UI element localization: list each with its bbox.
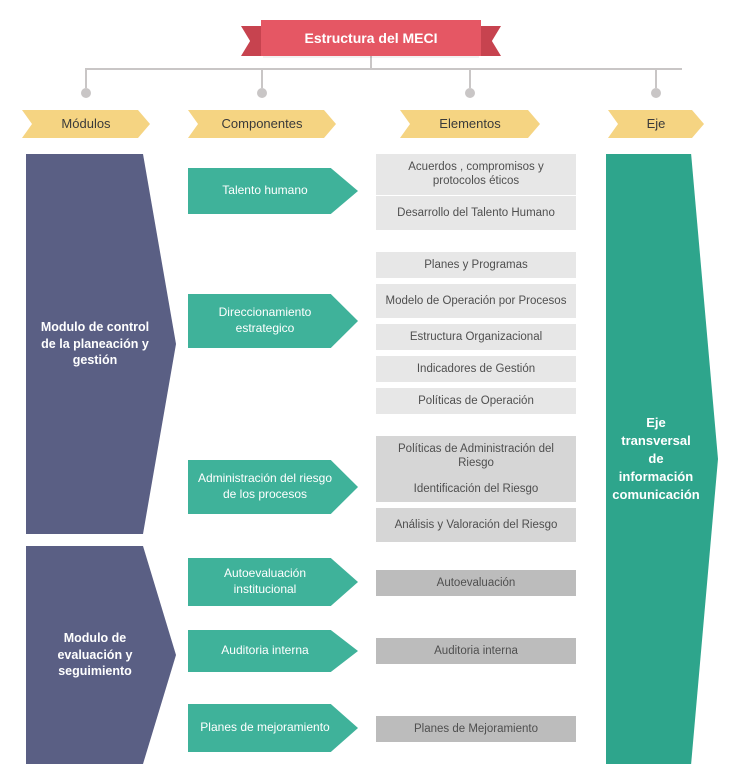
comp-auditoria: Auditoria interna xyxy=(188,630,358,672)
element-box: Estructura Organizacional xyxy=(376,324,576,350)
comp-talento: Talento humano xyxy=(188,168,358,214)
element-box: Indicadores de Gestión xyxy=(376,356,576,382)
element-label: Acuerdos , compromisos y protocolos étic… xyxy=(384,160,568,189)
mod-planeacion: Modulo de control de la planeación y ges… xyxy=(26,154,176,534)
component-label: Talento humano xyxy=(222,183,307,199)
component-label: Autoevaluación institucional xyxy=(196,566,334,597)
connector-node-eje xyxy=(651,68,661,98)
element-label: Auditoria interna xyxy=(434,644,518,658)
element-box: Planes de Mejoramiento xyxy=(376,716,576,742)
element-label: Planes de Mejoramiento xyxy=(414,722,538,736)
connector-bar xyxy=(16,68,726,104)
comp-direccionamiento: Direccionamiento estrategico xyxy=(188,294,358,348)
header-modulos: Módulos xyxy=(22,110,150,138)
connector-node-modulos xyxy=(81,68,91,98)
element-label: Modelo de Operación por Procesos xyxy=(386,294,567,308)
connector-node-componentes xyxy=(257,68,267,98)
comp-planesmej: Planes de mejoramiento xyxy=(188,704,358,752)
element-box: Desarrollo del Talento Humano xyxy=(376,196,576,230)
connector-hline xyxy=(86,68,682,70)
element-box: Análisis y Valoración del Riesgo xyxy=(376,508,576,542)
connector-up-stub xyxy=(370,56,372,68)
header-elementos: Elementos xyxy=(400,110,540,138)
element-label: Políticas de Operación xyxy=(418,394,534,408)
comp-autoeval: Autoevaluación institucional xyxy=(188,558,358,606)
element-box: Auditoria interna xyxy=(376,638,576,664)
component-label: Planes de mejoramiento xyxy=(200,720,329,736)
header-eje: Eje xyxy=(608,110,704,138)
element-label: Indicadores de Gestión xyxy=(417,362,535,376)
comp-riesgo: Administración del riesgo de los proceso… xyxy=(188,460,358,514)
element-box: Identificación del Riesgo xyxy=(376,476,576,502)
element-box: Modelo de Operación por Procesos xyxy=(376,284,576,318)
column-headers: Módulos Componentes Elementos Eje xyxy=(16,110,726,140)
module-label: Modulo de control de la planeación y ges… xyxy=(36,319,154,370)
diagram-body: Modulo de control de la planeación y ges… xyxy=(16,154,726,774)
element-label: Políticas de Administración del Riesgo xyxy=(384,442,568,471)
element-label: Desarrollo del Talento Humano xyxy=(397,206,555,220)
diagram-title: Estructura del MECI xyxy=(261,20,481,56)
element-label: Estructura Organizacional xyxy=(410,330,542,344)
eje-label: Eje transversal de información comunicac… xyxy=(612,414,699,505)
element-label: Planes y Programas xyxy=(424,258,528,272)
title-ribbon: Estructura del MECI xyxy=(261,20,481,56)
connector-node-elementos xyxy=(465,68,475,98)
element-label: Autoevaluación xyxy=(437,576,516,590)
eje-arrow: Eje transversal de información comunicac… xyxy=(606,154,718,764)
element-box: Autoevaluación xyxy=(376,570,576,596)
mod-evaluacion: Modulo de evaluación y seguimiento xyxy=(26,546,176,764)
component-label: Administración del riesgo de los proceso… xyxy=(196,471,334,502)
header-componentes: Componentes xyxy=(188,110,336,138)
component-label: Auditoria interna xyxy=(221,643,308,659)
module-label: Modulo de evaluación y seguimiento xyxy=(36,630,154,681)
component-label: Direccionamiento estrategico xyxy=(196,305,334,336)
element-box: Planes y Programas xyxy=(376,252,576,278)
element-label: Identificación del Riesgo xyxy=(414,482,539,496)
element-box: Políticas de Administración del Riesgo xyxy=(376,436,576,477)
element-box: Políticas de Operación xyxy=(376,388,576,414)
element-box: Acuerdos , compromisos y protocolos étic… xyxy=(376,154,576,195)
element-label: Análisis y Valoración del Riesgo xyxy=(395,518,558,532)
